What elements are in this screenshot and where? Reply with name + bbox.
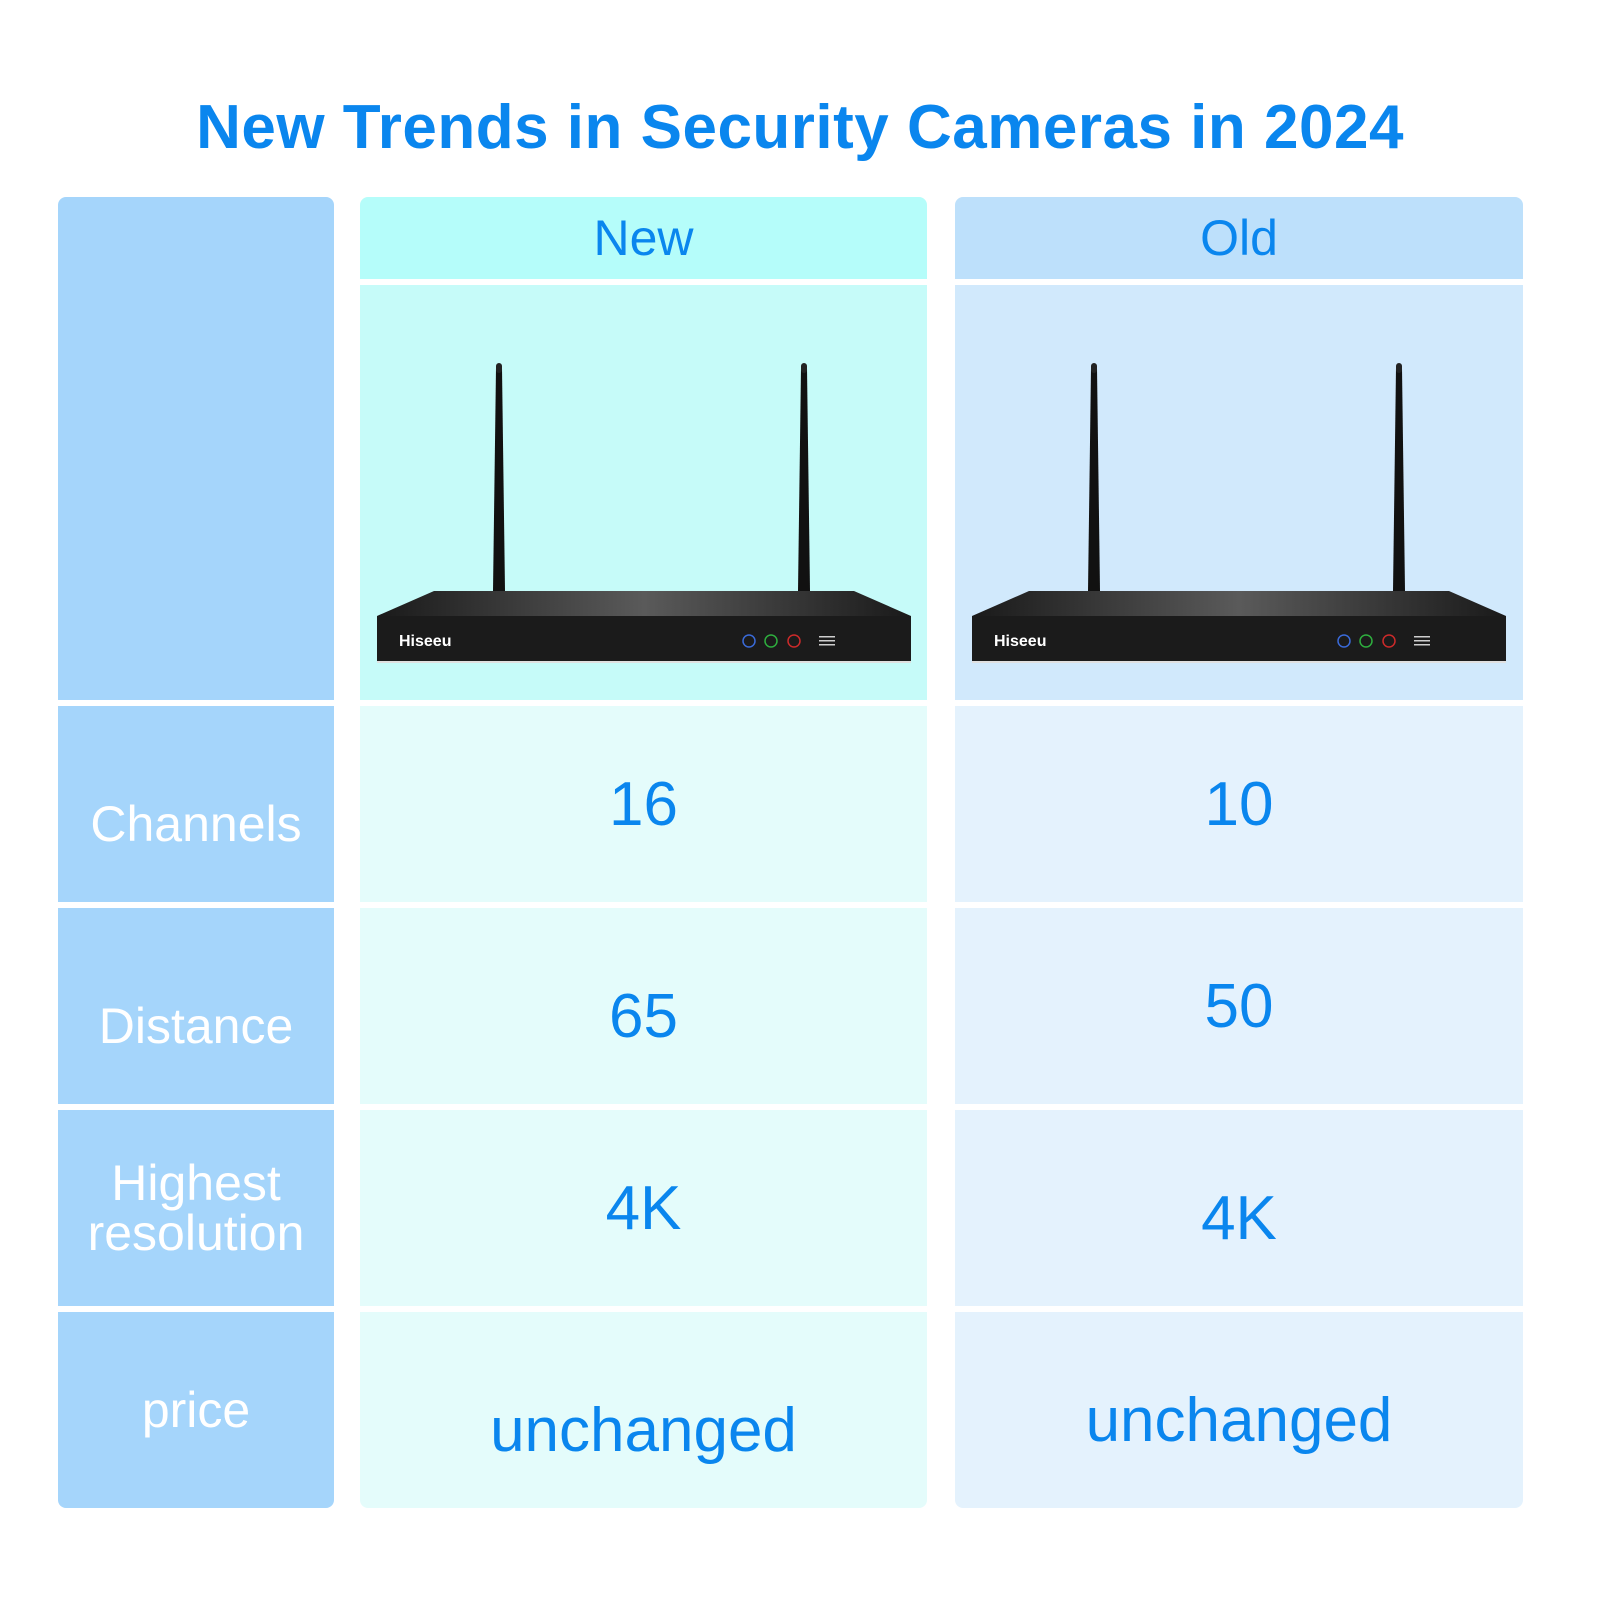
- row-label-price: price: [58, 1312, 334, 1508]
- speaker-grille-icon: [1414, 635, 1430, 645]
- value-cell-channels-old: 10: [955, 706, 1523, 902]
- value-text: 4K: [1201, 1183, 1277, 1253]
- value-text: 16: [609, 769, 678, 839]
- value-text: unchanged: [490, 1395, 797, 1465]
- column-header-label: New: [593, 210, 694, 266]
- rec-led-icon: [763, 633, 778, 648]
- value-cell-resolution-old: 4K: [955, 1110, 1523, 1306]
- nvr-device-image: Hiseeu: [972, 362, 1506, 663]
- row-label-text: Highest resolution: [87, 1155, 305, 1261]
- pwr-led-icon: [1382, 633, 1396, 648]
- row-label-text: Distance: [98, 998, 294, 1054]
- value-text: unchanged: [1085, 1385, 1393, 1455]
- device-brand-text: Hiseeu: [399, 633, 451, 650]
- rec-led-icon: [1359, 633, 1373, 648]
- device-brand-text: Hiseeu: [994, 633, 1046, 650]
- device-image-cell-old: Hiseeu: [955, 285, 1523, 700]
- value-cell-price-old: unchanged: [955, 1312, 1523, 1508]
- column-header-label: Old: [1200, 210, 1278, 266]
- value-text: 65: [609, 981, 678, 1051]
- value-cell-channels-new: 16: [360, 706, 927, 902]
- old-column: Old Hiseeu 10 5: [955, 0, 1523, 1600]
- new-column: New Hiseeu 16 6: [360, 0, 927, 1600]
- device-image-cell-new: Hiseeu: [360, 285, 927, 700]
- label-column: Channels Distance Highest resolution pri…: [58, 0, 334, 1600]
- value-text: 10: [1204, 769, 1274, 839]
- value-cell-distance-old: 50: [955, 908, 1523, 1104]
- nvr-device-image: Hiseeu: [376, 362, 911, 663]
- row-label-text: price: [141, 1382, 251, 1438]
- page-title: New Trends in Security Cameras in 2024: [196, 93, 1404, 162]
- sys-led-icon: [1337, 633, 1351, 648]
- row-label-channels: Channels: [58, 706, 334, 902]
- value-cell-distance-new: 65: [360, 908, 927, 1104]
- pwr-led-icon: [786, 633, 801, 648]
- value-text: 4K: [605, 1173, 682, 1243]
- value-cell-price-new: unchanged: [360, 1312, 927, 1508]
- row-label-resolution: Highest resolution: [58, 1110, 334, 1306]
- sys-led-icon: [741, 633, 756, 648]
- label-corner-cell: [58, 197, 334, 700]
- column-header-new: New: [360, 197, 927, 279]
- speaker-grille-icon: [818, 635, 835, 645]
- row-label-text: Channels: [90, 796, 302, 852]
- value-text: 50: [1204, 971, 1274, 1041]
- value-cell-resolution-new: 4K: [360, 1110, 927, 1306]
- row-label-distance: Distance: [58, 908, 334, 1104]
- column-header-old: Old: [955, 197, 1523, 279]
